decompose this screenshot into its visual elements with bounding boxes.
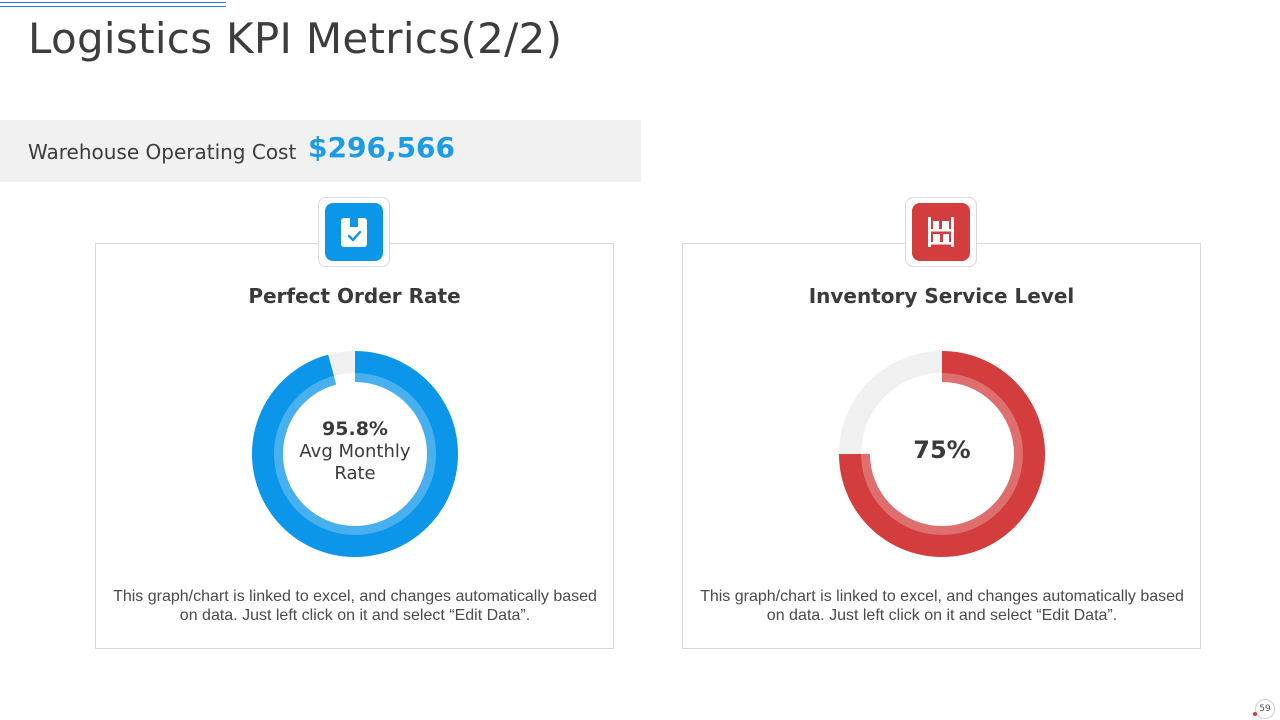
perfect-order-rate-card xyxy=(95,243,614,649)
perfect-order-title: Perfect Order Rate xyxy=(248,284,461,308)
inventory-icon-frame xyxy=(905,197,977,267)
perfect-order-value-arc xyxy=(252,351,458,557)
perfect-order-center: 95.8% Avg Monthly Rate xyxy=(285,418,425,485)
perfect-order-note: This graph/chart is linked to excel, and… xyxy=(110,587,600,625)
header-rule-bottom xyxy=(0,6,226,7)
perfect-order-note-line2: on data. Just left click on it and selec… xyxy=(179,607,531,624)
warehouse-shelf-icon xyxy=(928,217,954,247)
cost-banner xyxy=(0,120,641,182)
perfect-order-value: 95.8% xyxy=(322,418,388,440)
page-title: Logistics KPI Metrics(2/2) xyxy=(28,14,563,63)
inventory-service-note-line2: on data. Just left click on it and selec… xyxy=(766,607,1118,624)
inventory-service-donut[interactable] xyxy=(836,348,1048,560)
box-check-icon xyxy=(341,218,367,247)
inventory-service-value: 75% xyxy=(913,436,971,464)
perfect-order-inner-ring xyxy=(271,370,439,538)
perfect-order-icon-tile xyxy=(325,203,383,261)
inventory-service-inner-ring xyxy=(858,370,1026,538)
perfect-order-icon-frame xyxy=(318,197,390,267)
inventory-service-title: Inventory Service Level xyxy=(808,284,1075,308)
inventory-service-note: This graph/chart is linked to excel, and… xyxy=(697,587,1187,625)
inventory-service-card xyxy=(682,243,1201,649)
perfect-order-label-line1: Avg Monthly xyxy=(299,441,411,462)
header-rule-top xyxy=(0,2,226,3)
inventory-icon-tile xyxy=(912,203,970,261)
cost-label: Warehouse Operating Cost xyxy=(28,140,297,164)
inventory-service-value-arc xyxy=(839,351,1045,557)
perfect-order-note-line1: This graph/chart is linked to excel, and… xyxy=(113,588,597,605)
page-number: 59 xyxy=(1255,699,1275,719)
perfect-order-label-line2: Rate xyxy=(334,463,376,484)
inventory-service-note-line1: This graph/chart is linked to excel, and… xyxy=(700,588,1184,605)
cost-value: $296,566 xyxy=(308,131,456,164)
perfect-order-donut[interactable] xyxy=(249,348,461,560)
page-number-dot xyxy=(1253,712,1257,716)
